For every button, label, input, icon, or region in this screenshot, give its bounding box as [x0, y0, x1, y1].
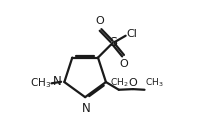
Text: O: O [119, 59, 128, 69]
Text: CH$_2$: CH$_2$ [110, 77, 128, 89]
Text: Cl: Cl [126, 30, 137, 39]
Text: S: S [109, 36, 117, 49]
Text: O: O [95, 16, 104, 26]
Text: N: N [81, 102, 90, 115]
Text: CH$_3$: CH$_3$ [145, 77, 164, 89]
Text: CH$_3$: CH$_3$ [30, 76, 51, 90]
Text: O: O [129, 78, 137, 88]
Text: N: N [52, 75, 61, 88]
